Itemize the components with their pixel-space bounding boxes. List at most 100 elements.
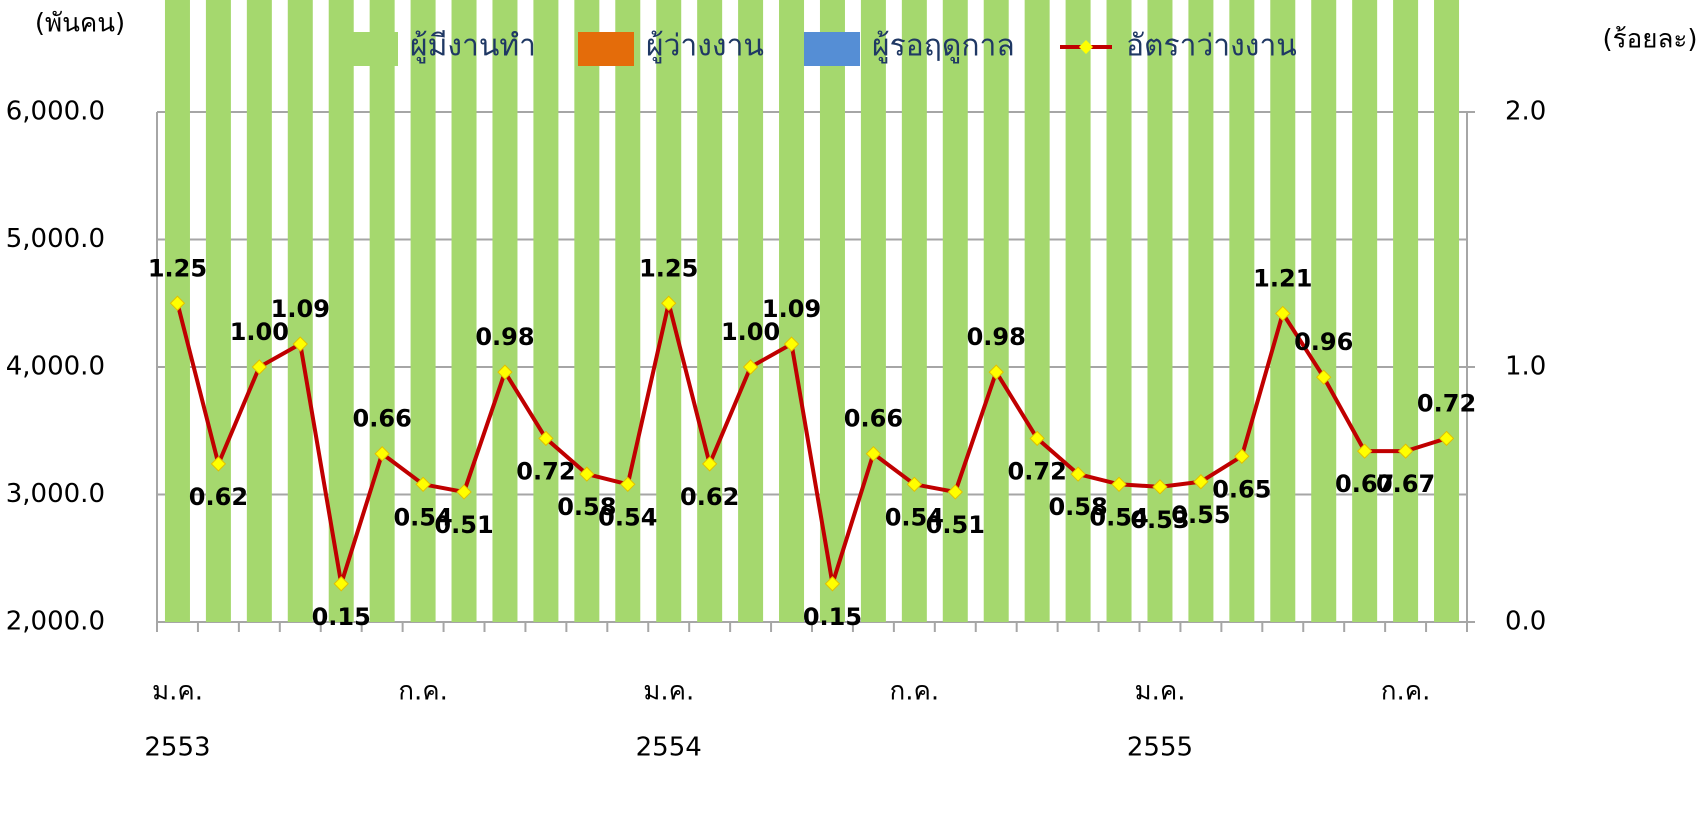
bar: [1393, 0, 1419, 622]
data-label: 1.09: [762, 295, 821, 323]
y2-unit-label: (ร้อยละ): [1603, 25, 1698, 55]
y-tick-label: 4,000.0: [6, 352, 105, 382]
data-label: 0.58: [557, 493, 616, 521]
y-tick-label: 5,000.0: [6, 224, 105, 254]
marker: [456, 484, 472, 500]
marker: [1111, 476, 1127, 493]
data-label: 1.25: [148, 254, 207, 282]
data-label: 0.53: [1130, 506, 1189, 534]
legend-label: ผู้มีงานทำ: [410, 29, 536, 64]
legend-label: อัตราว่างงาน: [1126, 29, 1297, 64]
data-label: 0.54: [598, 503, 657, 531]
legend-label: ผู้ว่างงาน: [646, 29, 764, 64]
marker: [988, 364, 1004, 380]
marker: [742, 359, 759, 375]
bar: [738, 0, 764, 622]
data-label: 0.98: [475, 323, 534, 351]
data-label: 0.66: [844, 405, 903, 433]
marker: [1356, 443, 1373, 459]
marker: [415, 476, 431, 493]
bar: [942, 0, 968, 623]
bar: [1311, 0, 1337, 622]
marker: [865, 445, 882, 462]
y-tick-label: 2,000.0: [6, 607, 105, 637]
marker: [701, 456, 718, 472]
x-tick-label: ม.ค.: [152, 677, 203, 707]
marker: [661, 295, 677, 311]
marker: [1193, 474, 1209, 490]
data-label: 0.62: [189, 483, 248, 511]
marker: [538, 430, 554, 447]
data-label: 0.51: [434, 511, 493, 539]
bar: [1024, 0, 1050, 622]
bar: [328, 0, 354, 622]
x-tick-label: ก.ค.: [890, 677, 940, 707]
bar: [1352, 0, 1378, 623]
x-group-label: 2553: [144, 733, 210, 763]
data-label: 0.54: [1089, 503, 1148, 531]
bar: [1065, 0, 1091, 622]
data-label: 0.15: [803, 603, 862, 631]
x-tick-label: ก.ค.: [1381, 677, 1431, 707]
data-label: 0.72: [1008, 457, 1067, 485]
x-group-label: 2554: [636, 733, 702, 763]
marker: [1029, 430, 1045, 447]
data-label: 0.98: [967, 323, 1026, 351]
bar: [492, 0, 518, 623]
marker: [579, 466, 595, 482]
marker: [1316, 369, 1332, 385]
x-tick-label: ก.ค.: [398, 677, 448, 707]
data-label: 0.51: [926, 511, 985, 539]
bar: [1147, 0, 1173, 622]
data-label: 1.21: [1253, 264, 1312, 292]
marker: [620, 476, 636, 493]
bar: [451, 0, 477, 623]
marker: [251, 359, 268, 375]
marker: [783, 336, 800, 352]
bar: [410, 0, 436, 622]
data-label: 0.67: [1376, 470, 1435, 498]
y2-tick-label: 1.0: [1505, 352, 1546, 382]
marker: [906, 476, 923, 493]
bar: [983, 0, 1009, 623]
data-label: 0.54: [885, 503, 944, 531]
marker: [1397, 443, 1414, 459]
data-label: 0.67: [1335, 470, 1394, 498]
data-label: 1.25: [639, 254, 698, 282]
marker: [292, 336, 308, 352]
bar: [246, 0, 272, 622]
marker: [1152, 479, 1168, 495]
data-label: 0.15: [312, 603, 371, 631]
marker: [169, 295, 186, 311]
bar: [1106, 0, 1132, 623]
data-label: 1.09: [271, 295, 330, 323]
bar: [1229, 0, 1255, 622]
data-label: 0.72: [516, 457, 575, 485]
y2-tick-label: 2.0: [1505, 97, 1546, 127]
marker: [333, 576, 349, 592]
marker: [1275, 305, 1291, 322]
marker: [210, 456, 227, 472]
y2-tick-label: 0.0: [1505, 607, 1546, 637]
bar: [819, 0, 845, 622]
bar: [697, 0, 723, 622]
marker: [1070, 466, 1086, 482]
bar: [779, 0, 805, 623]
bar: [287, 0, 313, 623]
x-tick-label: ม.ค.: [1134, 677, 1185, 707]
marker: [947, 484, 963, 500]
data-label: 0.54: [393, 503, 452, 531]
marker: [824, 576, 841, 592]
y-tick-label: 3,000.0: [6, 479, 105, 509]
marker: [374, 445, 390, 462]
x-tick-label: ม.ค.: [643, 677, 694, 707]
data-label: 0.62: [680, 483, 739, 511]
line: [175, 302, 1448, 585]
legend-swatch: [578, 32, 634, 66]
legend-label: ผู้รอฤดูกาล: [872, 29, 1015, 64]
bar: [369, 0, 395, 623]
marker: [1234, 448, 1250, 464]
bar: [205, 0, 231, 622]
